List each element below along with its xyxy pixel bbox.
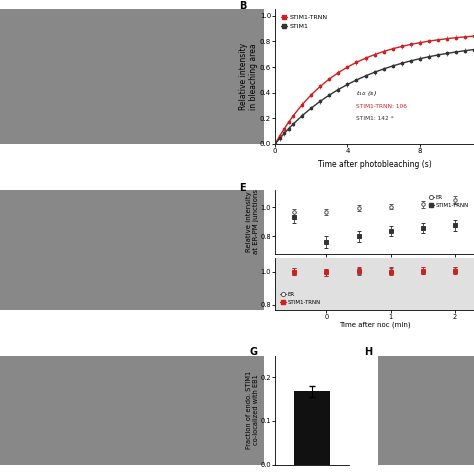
Y-axis label: Relative intensity
at ER-PM junctions: Relative intensity at ER-PM junctions [246, 189, 259, 255]
Bar [293, 392, 330, 465]
Text: STIM1-TRNN: 106: STIM1-TRNN: 106 [356, 104, 407, 109]
Text: $t_{1/2}$ (s): $t_{1/2}$ (s) [356, 90, 377, 98]
Legend: ER, STIM1-TRNN: ER, STIM1-TRNN [426, 192, 471, 210]
Legend: STIM1-TRNN, STIM1: STIM1-TRNN, STIM1 [278, 13, 330, 31]
Text: H: H [364, 347, 372, 357]
Text: G: G [249, 347, 257, 357]
X-axis label: Time after photobleaching (s): Time after photobleaching (s) [318, 160, 431, 169]
Text: E: E [239, 183, 246, 193]
Text: B: B [239, 1, 247, 11]
X-axis label: Time after noc (min): Time after noc (min) [339, 321, 410, 328]
Text: STIM1: 142 *: STIM1: 142 * [356, 116, 394, 120]
Y-axis label: Relative intensity
in bleaching area: Relative intensity in bleaching area [239, 43, 258, 110]
Y-axis label: Fraction of endo. STIM1
co-localized with EB1: Fraction of endo. STIM1 co-localized wit… [246, 371, 259, 449]
Legend: ER, STIM1-TRNN: ER, STIM1-TRNN [278, 290, 323, 307]
